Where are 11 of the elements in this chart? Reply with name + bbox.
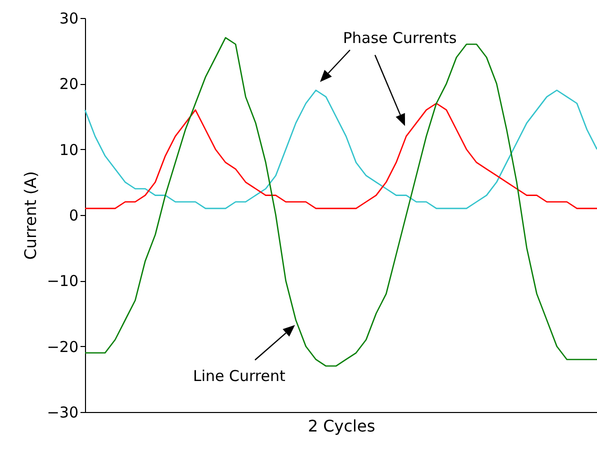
y-tick-label: −10	[46, 272, 78, 290]
y-tick-label: 0	[68, 206, 78, 224]
y-axis-title: Current (A)	[20, 171, 40, 260]
y-tick-label: 10	[59, 140, 78, 159]
annotation: Phase Currents	[343, 29, 457, 47]
y-tick-label: −20	[46, 338, 78, 356]
y-tick-label: 20	[59, 75, 78, 94]
annotation: Line Current	[193, 367, 286, 385]
x-axis-title: 2 Cycles	[308, 416, 376, 436]
y-tick-label: −30	[46, 404, 78, 422]
y-tick-label: 30	[59, 10, 78, 28]
